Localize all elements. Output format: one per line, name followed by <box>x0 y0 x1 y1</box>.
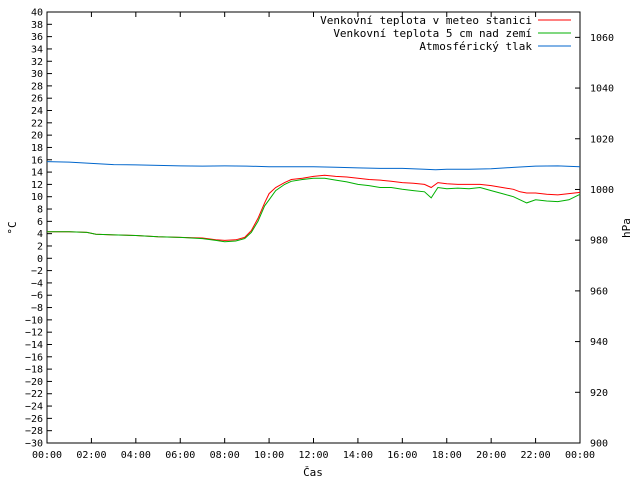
y-tick-label-right: 940 <box>590 337 608 348</box>
x-axis-ticks: 00:00 02:00 04:00 06:00 08:00 10:00 12:00 14:00… <box>32 12 595 461</box>
y-tick-label-left: −14 <box>25 340 43 351</box>
y-tick-label-left: 40 <box>31 8 43 19</box>
series-line-2 <box>47 177 581 243</box>
y-tick-label-left: 14 <box>31 168 43 179</box>
y-tick-label-left: −24 <box>25 402 43 413</box>
y-tick-label-left: 8 <box>37 205 43 216</box>
y-tick-label-left: −18 <box>25 365 43 376</box>
y-tick-label-left: −28 <box>25 426 43 437</box>
x-axis-title: Čas <box>303 466 323 479</box>
y-tick-label-left: −26 <box>25 414 43 425</box>
y-tick-label-left: 12 <box>31 180 43 191</box>
y-tick-label-left: 38 <box>31 20 43 31</box>
y-tick-label-right: 1020 <box>590 134 614 145</box>
y-axis-right-title: hPa <box>620 218 633 238</box>
y-tick-label-left: −22 <box>25 389 43 400</box>
y-tick-label-left: 34 <box>31 44 43 55</box>
x-tick-label: 14:00 <box>343 450 373 461</box>
x-tick-label: 22:00 <box>521 450 551 461</box>
x-tick-label: 00:00 <box>32 450 62 461</box>
y-tick-label-left: 16 <box>31 155 43 166</box>
y-tick-label-left: 30 <box>31 69 43 80</box>
x-tick-label: 02:00 <box>76 450 106 461</box>
legend-label-1: Venkovní teplota v meteo stanici <box>320 14 532 27</box>
y-tick-label-left: −6 <box>31 291 43 302</box>
y-tick-label-left: 4 <box>37 229 43 240</box>
y-tick-label-left: 26 <box>31 94 43 105</box>
x-tick-label: 04:00 <box>121 450 151 461</box>
y-tick-label-left: −10 <box>25 315 43 326</box>
plot-frame <box>46 11 581 444</box>
x-tick-label: 10:00 <box>254 450 284 461</box>
y-tick-label-right: 980 <box>590 236 608 247</box>
y-tick-label-left: 32 <box>31 57 43 68</box>
legend: Venkovní teplota v meteo staniciVenkovní… <box>320 14 571 53</box>
y-axis-left-title: °C <box>6 221 19 234</box>
y-tick-label-left: 22 <box>31 118 43 129</box>
y-tick-label-left: 36 <box>31 32 43 43</box>
y-axis-right-ticks: 1060 1040 1020 1000 980 960 940 920 900 <box>575 33 614 450</box>
y-tick-label-left: −16 <box>25 352 43 363</box>
y-tick-label-left: 28 <box>31 81 43 92</box>
x-tick-label: 12:00 <box>298 450 328 461</box>
y-tick-label-left: −4 <box>31 278 43 289</box>
y-tick-label-left: −30 <box>25 439 43 450</box>
series-line-3 <box>46 161 581 171</box>
x-tick-label: 06:00 <box>165 450 195 461</box>
y-tick-label-left: −12 <box>25 328 43 339</box>
y-tick-label-left: 2 <box>37 241 43 252</box>
y-tick-label-right: 960 <box>590 286 608 297</box>
y-tick-label-right: 1000 <box>590 185 614 196</box>
legend-label-3: Atmosférický tlak <box>419 40 532 53</box>
series-lines <box>46 161 581 243</box>
legend-label-2: Venkovní teplota 5 cm nad zemí <box>333 27 532 40</box>
x-tick-label: 08:00 <box>210 450 240 461</box>
y-tick-label-right: 1060 <box>590 33 614 44</box>
y-tick-label-left: −8 <box>31 303 43 314</box>
y-tick-label-left: 24 <box>31 106 43 117</box>
y-tick-label-right: 900 <box>590 439 608 450</box>
y-tick-label-left: 18 <box>31 143 43 154</box>
x-tick-label: 00:00 <box>565 450 595 461</box>
y-tick-label-left: 10 <box>31 192 43 203</box>
y-tick-label-left: −2 <box>31 266 43 277</box>
series-line-1 <box>47 174 581 241</box>
x-tick-label: 18:00 <box>432 450 462 461</box>
y-tick-label-left: 6 <box>37 217 43 228</box>
y-tick-label-right: 1040 <box>590 84 614 95</box>
x-tick-label: 16:00 <box>387 450 417 461</box>
y-axis-left-ticks: 4038363432302826242220181614121086420−2−… <box>25 8 52 450</box>
y-tick-label-left: −20 <box>25 377 43 388</box>
y-tick-label-right: 920 <box>590 388 608 399</box>
y-tick-label-left: 20 <box>31 131 43 142</box>
x-tick-label: 20:00 <box>476 450 506 461</box>
y-tick-label-left: 0 <box>37 254 43 265</box>
